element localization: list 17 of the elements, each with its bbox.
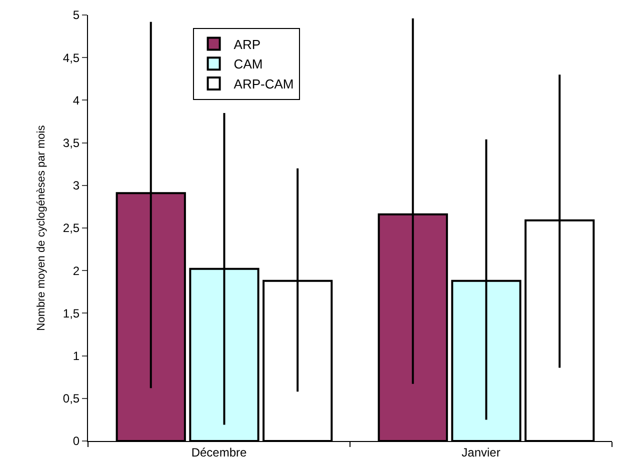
y-tick-label: 3 (72, 178, 80, 193)
y-axis-title: Nombre moyen de cyclogénèses par mois (36, 124, 48, 331)
x-tick-label: Décembre (191, 445, 247, 460)
y-tick-label: 4 (72, 93, 80, 108)
legend-label: CAM (234, 56, 263, 72)
y-tick-label: 0,5 (62, 392, 80, 406)
legend-label: ARP-CAM (234, 76, 294, 92)
y-tick-label: 5 (72, 8, 80, 22)
x-tick-label: Janvier (462, 445, 500, 460)
y-tick-label: 4,5 (62, 50, 80, 65)
y-tick-label: 2,5 (62, 221, 80, 236)
legend-label: ARP (234, 36, 261, 52)
y-tick-label: 0 (72, 434, 80, 448)
y-tick-label: 1 (72, 349, 80, 363)
y-tick-label: 2 (72, 264, 80, 278)
y-tick-label: 1,5 (62, 306, 80, 320)
y-tick-label: 3,5 (62, 136, 80, 150)
